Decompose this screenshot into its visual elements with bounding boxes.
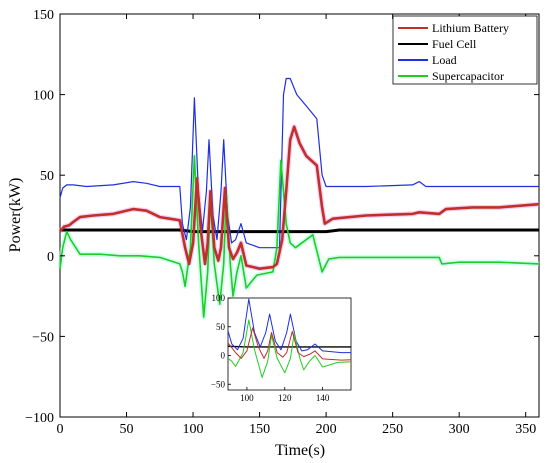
y-tick-label: −50 [32, 330, 54, 345]
x-tick-label: 350 [515, 422, 536, 437]
legend-label: Lithium Battery [432, 21, 509, 35]
x-axis-label: Time(s) [275, 442, 325, 459]
y-tick-label: 100 [33, 89, 54, 104]
inset-y-tick-label: −50 [211, 379, 226, 389]
inset-y-tick-label: 0 [221, 351, 226, 361]
legend: Lithium Battery Fuel Cell Load Supercapacit… [392, 15, 538, 85]
y-tick-label: −100 [25, 411, 54, 426]
y-tick-label: 150 [33, 8, 54, 23]
x-tick-label: 100 [183, 422, 204, 437]
x-tick-label: 150 [249, 422, 270, 437]
legend-label: Fuel Cell [432, 37, 477, 51]
y-tick-label: 50 [40, 169, 54, 184]
y-axis-label: Power(kW) [7, 178, 24, 253]
inset-y-tick-label: 100 [212, 293, 226, 303]
inset-x-tick-label: 120 [278, 393, 292, 403]
y-tick-label: 0 [47, 250, 54, 265]
tick-layer: 0 50 100 150 200 250 300 350 150 100 50 0 −50 −100 [25, 8, 539, 437]
inset-series-line-lithium-battery [228, 327, 351, 361]
x-tick-label: 0 [57, 422, 64, 437]
inset-tick-layer: 100 120 140 100 50 0 −50 [211, 293, 330, 403]
inset-x-tick-label: 140 [316, 393, 330, 403]
x-tick-label: 200 [316, 422, 337, 437]
inset-series-layer [228, 298, 351, 378]
inset-series-line-supercapacitor [228, 319, 351, 378]
inset-chart: 100 120 140 100 50 0 −50 [211, 293, 352, 403]
series-line-lithium-battery [59, 125, 540, 270]
inset-series-line-load [228, 298, 351, 354]
inset-x-tick-label: 100 [240, 393, 254, 403]
series-line-fuel-cell [60, 228, 539, 234]
series-layer [57, 77, 540, 320]
series-line-load [59, 77, 539, 249]
x-tick-label: 300 [449, 422, 470, 437]
x-tick-label: 50 [120, 422, 134, 437]
inset-y-tick-label: 50 [216, 322, 226, 332]
x-tick-label: 250 [382, 422, 403, 437]
legend-label: Load [432, 53, 457, 67]
legend-label: Supercapacitor [432, 69, 504, 83]
